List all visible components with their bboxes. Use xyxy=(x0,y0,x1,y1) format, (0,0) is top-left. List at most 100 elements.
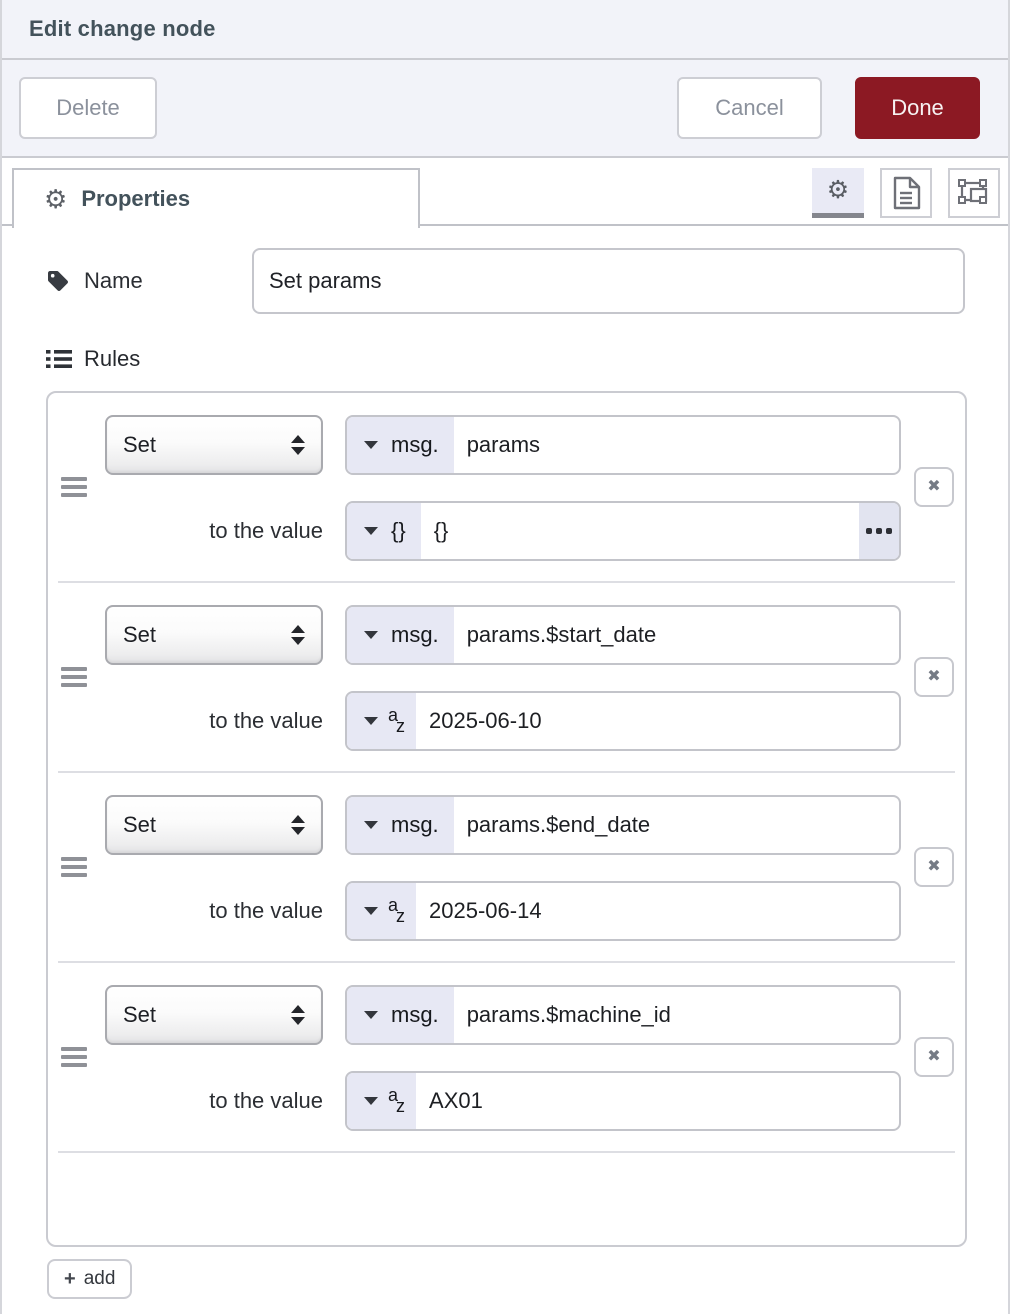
tab-properties[interactable]: ⚙ Properties xyxy=(12,168,420,228)
delete-button[interactable]: Delete xyxy=(19,77,157,139)
done-button[interactable]: Done xyxy=(855,77,980,139)
rule-3-value-field[interactable] xyxy=(416,898,899,924)
rule-1-property-type-button[interactable]: msg. xyxy=(347,417,454,473)
rule-row-1: Set msg. to the value xyxy=(48,393,965,581)
rule-2-property-type-button[interactable]: msg. xyxy=(347,607,454,663)
gear-icon: ⚙ xyxy=(826,176,850,204)
gear-icon: ⚙ xyxy=(44,184,68,214)
select-arrows-icon xyxy=(291,435,305,455)
tab-bar: ⚙ Properties ⚙ xyxy=(2,158,1008,228)
to-the-value-label: to the value xyxy=(209,518,323,543)
rule-action-label: Set xyxy=(123,812,157,837)
rule-divider xyxy=(58,581,955,583)
drag-handle-icon[interactable] xyxy=(61,667,87,687)
add-rule-button[interactable]: + add xyxy=(47,1259,133,1299)
close-icon: ✖ xyxy=(927,1048,941,1065)
rule-2-value-field[interactable] xyxy=(416,708,899,734)
caret-down-icon xyxy=(364,1011,378,1019)
rule-3-property-input: msg. xyxy=(345,795,901,855)
name-row: Name xyxy=(46,248,965,314)
msg-prefix-label: msg. xyxy=(391,432,439,457)
name-label-group: Name xyxy=(46,268,252,294)
rule-1-property-input: msg. xyxy=(345,415,901,475)
rule-4-action-select[interactable]: Set xyxy=(105,985,323,1045)
select-arrows-icon xyxy=(291,1005,305,1025)
close-icon: ✖ xyxy=(927,858,941,875)
rule-3-action-select[interactable]: Set xyxy=(105,795,323,855)
rule-2-action-select[interactable]: Set xyxy=(105,605,323,665)
delete-rule-2-button[interactable]: ✖ xyxy=(914,657,954,697)
expand-json-editor-button[interactable] xyxy=(859,503,899,559)
delete-rule-4-button[interactable]: ✖ xyxy=(914,1037,954,1077)
msg-prefix-label: msg. xyxy=(391,812,439,837)
list-icon xyxy=(46,350,72,368)
caret-down-icon xyxy=(364,527,378,535)
properties-gear-button[interactable]: ⚙ xyxy=(812,168,864,218)
select-arrows-icon xyxy=(291,625,305,645)
rule-1-action-select[interactable]: Set xyxy=(105,415,323,475)
msg-prefix-label: msg. xyxy=(391,1002,439,1027)
description-button[interactable] xyxy=(880,168,932,218)
rule-3-property-field[interactable] xyxy=(453,812,899,838)
rule-4-property-type-button[interactable]: msg. xyxy=(347,987,454,1043)
action-button-bar: Delete Cancel Done xyxy=(2,60,1008,158)
close-icon: ✖ xyxy=(927,478,941,495)
delete-rule-1-button[interactable]: ✖ xyxy=(914,467,954,507)
to-the-value-label: to the value xyxy=(209,898,323,923)
document-icon xyxy=(893,176,921,210)
tray-toolbar: ⚙ xyxy=(812,168,1000,218)
delete-rule-3-button[interactable]: ✖ xyxy=(914,847,954,887)
rule-row-2: Set msg. to the value xyxy=(48,583,965,771)
properties-form: Name Rules Set xyxy=(2,226,1008,1314)
rules-label: Rules xyxy=(84,346,141,371)
drag-handle-icon[interactable] xyxy=(61,1047,87,1067)
rule-1-value-type-button[interactable]: {} xyxy=(347,503,421,559)
rule-action-label: Set xyxy=(123,1002,157,1027)
json-type-icon: {} xyxy=(391,518,406,543)
rule-action-label: Set xyxy=(123,622,157,647)
tag-icon xyxy=(48,271,68,291)
rule-4-value-field[interactable] xyxy=(416,1088,899,1114)
expand-editor-button[interactable] xyxy=(948,168,1000,218)
rule-3-property-type-button[interactable]: msg. xyxy=(347,797,454,853)
expand-icon xyxy=(958,179,988,204)
caret-down-icon xyxy=(364,907,378,915)
rule-1-property-field[interactable] xyxy=(453,432,899,458)
drag-handle-icon[interactable] xyxy=(61,477,87,497)
rule-4-property-field[interactable] xyxy=(453,1002,899,1028)
drag-handle-icon[interactable] xyxy=(61,857,87,877)
to-the-value-label: to the value xyxy=(209,708,323,733)
rule-2-property-input: msg. xyxy=(345,605,901,665)
rule-2-property-field[interactable] xyxy=(453,622,899,648)
name-label: Name xyxy=(84,268,143,293)
add-rule-label: add xyxy=(83,1268,116,1289)
cancel-button[interactable]: Cancel xyxy=(677,77,822,139)
rules-label-group: Rules xyxy=(46,346,965,372)
dialog-header: Edit change node xyxy=(2,0,1008,60)
caret-down-icon xyxy=(364,717,378,725)
rule-divider xyxy=(58,771,955,773)
rule-divider xyxy=(58,961,955,963)
rule-1-value-input: {} xyxy=(345,501,901,561)
rule-4-property-input: msg. xyxy=(345,985,901,1045)
caret-down-icon xyxy=(364,1097,378,1105)
msg-prefix-label: msg. xyxy=(391,622,439,647)
rule-row-3: Set msg. to the value xyxy=(48,773,965,961)
rules-empty-space xyxy=(48,1153,965,1245)
name-input[interactable] xyxy=(252,248,965,314)
rules-list: Set msg. to the value xyxy=(46,391,967,1247)
rule-row-4: Set msg. to the value xyxy=(48,963,965,1151)
close-icon: ✖ xyxy=(927,668,941,685)
rule-1-value-field[interactable] xyxy=(420,518,859,544)
plus-icon: + xyxy=(64,1268,76,1290)
select-arrows-icon xyxy=(291,815,305,835)
